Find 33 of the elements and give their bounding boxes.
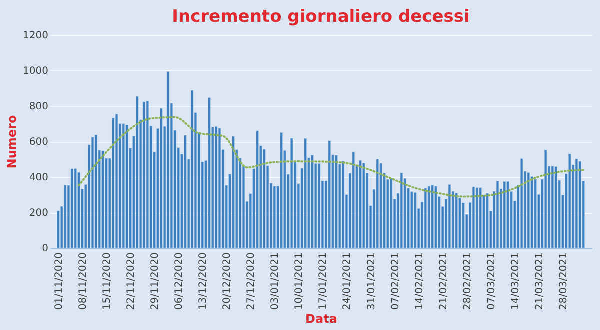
x-tick-label: 15/11/2020 [102,252,113,310]
line-series [78,116,585,198]
x-tick-label: 01/11/2020 [54,252,65,310]
y-axis-title: Numero [5,115,20,169]
y-tick-label: 1200 [23,30,48,42]
y-tick-label: 0 [42,244,48,254]
x-tick-label: 07/02/2021 [390,252,402,310]
x-tick-label: 20/12/2020 [222,252,234,310]
y-tick-label: 200 [29,208,48,219]
x-tick-label: 07/03/2021 [486,252,498,310]
chart-title: Incremento giornaliero decessi [172,7,470,27]
x-tick-label: 22/11/2020 [126,252,138,310]
x-tick-label: 27/12/2020 [246,252,258,310]
x-axis-title: Data [306,312,338,326]
y-tick-label: 600 [29,137,48,148]
x-tick-label: 17/01/2021 [318,252,330,310]
x-tick-label: 21/03/2021 [534,252,546,310]
x-tick-label: 28/02/2021 [462,252,474,310]
y-tick-label: 400 [29,172,48,184]
x-tick-label: 10/01/2021 [294,252,306,310]
x-tick-label: 21/02/2021 [438,252,450,310]
x-tick-label: 29/11/2020 [150,252,162,310]
y-tick-label: 800 [29,102,48,112]
x-tick-label: 14/03/2021 [510,252,522,310]
x-tick-label: 06/12/2020 [174,252,186,310]
x-tick-label: 13/12/2020 [198,252,210,310]
x-tick-label: 14/02/2021 [414,252,426,310]
x-tick-label: 03/01/2021 [270,252,282,310]
x-tick-label: 28/03/2021 [558,252,570,310]
x-tick-label: 08/11/2020 [78,252,89,310]
x-tick-label: 24/01/2021 [342,252,354,310]
y-tick-label: 1000 [23,66,48,77]
x-tick-label: 31/01/2021 [366,252,378,310]
